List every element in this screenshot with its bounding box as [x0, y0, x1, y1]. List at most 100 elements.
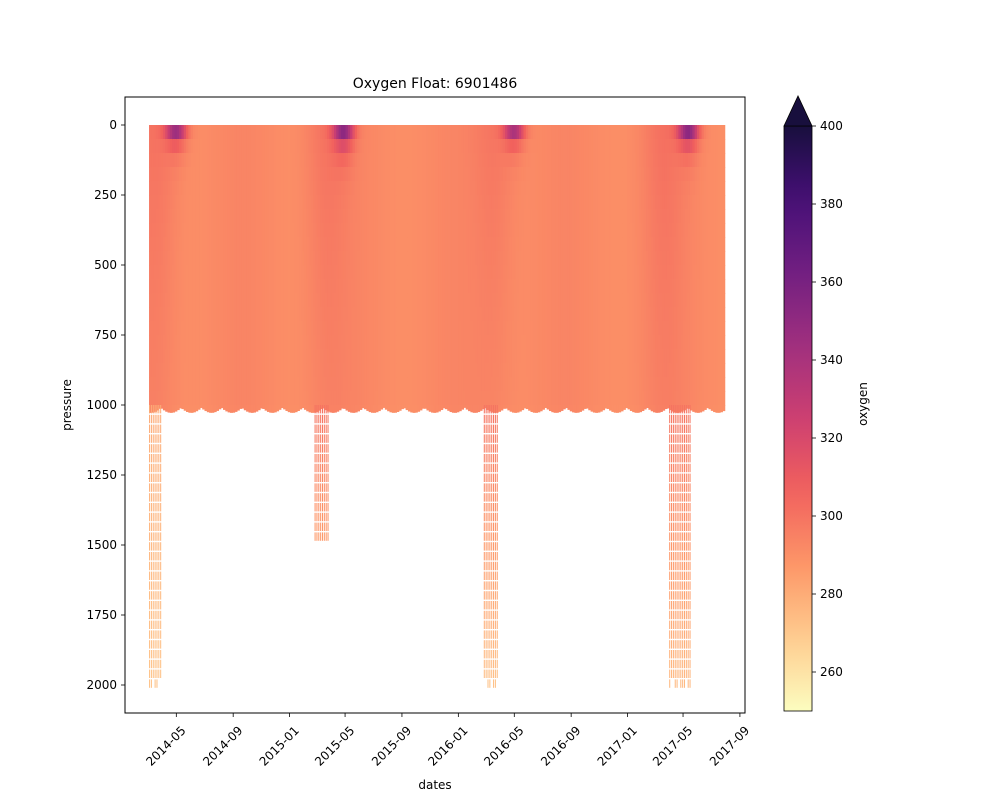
oxygen-cell [257, 349, 261, 364]
oxygen-cell [576, 391, 580, 406]
oxygen-cell [190, 405, 194, 413]
oxygen-cell [199, 125, 203, 140]
oxygen-cell [560, 293, 564, 308]
oxygen-cell [574, 349, 578, 364]
oxygen-cell [223, 335, 226, 350]
oxygen-cell [414, 363, 418, 378]
oxygen-cell [417, 405, 421, 412]
oxygen-cell [569, 265, 573, 280]
oxygen-cell [629, 279, 633, 294]
oxygen-cell [442, 363, 446, 378]
oxygen-cell [357, 349, 361, 364]
oxygen-cell [479, 391, 483, 406]
oxygen-cell [209, 251, 213, 266]
oxygen-cell [687, 139, 691, 154]
oxygen-cell [213, 363, 217, 378]
oxygen-cell [676, 279, 680, 294]
oxygen-cell [484, 139, 488, 154]
oxygen-cell [500, 279, 504, 294]
oxygen-cell [465, 125, 469, 140]
oxygen-cell [329, 321, 333, 336]
oxygen-cell [696, 307, 700, 322]
oxygen-cell [387, 335, 391, 350]
oxygen-cell [190, 391, 194, 406]
oxygen-cell [680, 391, 684, 406]
oxygen-cell [535, 293, 539, 308]
oxygen-cell [493, 293, 497, 308]
oxygen-cell [657, 279, 661, 294]
oxygen-cell [611, 251, 615, 266]
oxygen-cell [320, 223, 324, 238]
oxygen-cell [391, 391, 395, 406]
oxygen-cell [264, 391, 268, 406]
oxygen-cell [514, 391, 518, 406]
oxygen-cell [579, 279, 582, 294]
oxygen-cell [673, 293, 677, 308]
oxygen-cell [634, 139, 638, 154]
oxygen-cell [227, 153, 231, 168]
oxygen-cell [509, 251, 513, 266]
oxygen-cell [632, 265, 636, 280]
oxygen-cell [276, 349, 280, 364]
oxygen-cell [662, 251, 666, 266]
oxygen-cell [507, 139, 511, 154]
oxygen-cell [565, 321, 569, 336]
oxygen-cell [287, 209, 291, 224]
oxygen-cell [659, 139, 663, 154]
oxygen-cell [172, 377, 176, 392]
oxygen-cell [396, 405, 400, 413]
oxygen-cell [528, 293, 532, 308]
oxygen-cell [454, 223, 458, 238]
oxygen-cell [481, 279, 485, 294]
oxygen-cell [687, 265, 691, 280]
oxygen-cell [696, 377, 700, 392]
oxygen-cell [246, 139, 250, 154]
oxygen-cell [431, 153, 434, 168]
oxygen-cell [172, 391, 176, 406]
oxygen-cell [692, 251, 696, 266]
oxygen-cell [366, 307, 370, 322]
oxygen-cell [648, 167, 652, 182]
oxygen-cell [301, 349, 305, 364]
oxygen-cell [370, 307, 374, 322]
oxygen-cell [223, 321, 226, 336]
oxygen-cell [599, 125, 603, 140]
oxygen-cell [354, 391, 358, 406]
oxygen-cell [403, 363, 407, 378]
oxygen-cell [181, 195, 185, 210]
oxygen-cell [456, 293, 460, 308]
oxygen-cell [611, 153, 615, 168]
oxygen-cell [511, 265, 515, 280]
oxygen-cell [456, 125, 460, 140]
oxygen-cell [539, 279, 543, 294]
oxygen-cell [435, 377, 439, 392]
oxygen-cell [465, 279, 469, 294]
oxygen-cell [181, 125, 185, 140]
oxygen-cell [352, 195, 356, 210]
oxygen-cell [669, 209, 673, 224]
oxygen-cell [572, 195, 575, 210]
oxygen-cell [491, 349, 495, 364]
oxygen-cell [458, 153, 462, 168]
oxygen-cell [470, 405, 474, 413]
oxygen-cell [676, 125, 680, 140]
oxygen-cell [169, 363, 173, 378]
oxygen-cell [290, 279, 293, 294]
oxygen-cell [273, 377, 277, 392]
oxygen-cell [484, 237, 488, 252]
oxygen-cell [250, 153, 254, 168]
oxygen-cell [696, 125, 700, 140]
oxygen-cell [481, 167, 485, 182]
oxygen-cell [442, 181, 446, 196]
oxygen-cell [155, 139, 159, 154]
oxygen-cell [292, 349, 296, 364]
oxygen-cell [641, 167, 645, 182]
oxygen-cell [345, 405, 349, 411]
oxygen-cell [387, 405, 391, 412]
oxygen-cell [428, 321, 432, 336]
oxygen-cell [673, 279, 677, 294]
oxygen-cell [465, 293, 469, 308]
oxygen-cell [424, 335, 428, 350]
oxygen-cell [652, 377, 656, 392]
oxygen-cell [659, 405, 663, 412]
